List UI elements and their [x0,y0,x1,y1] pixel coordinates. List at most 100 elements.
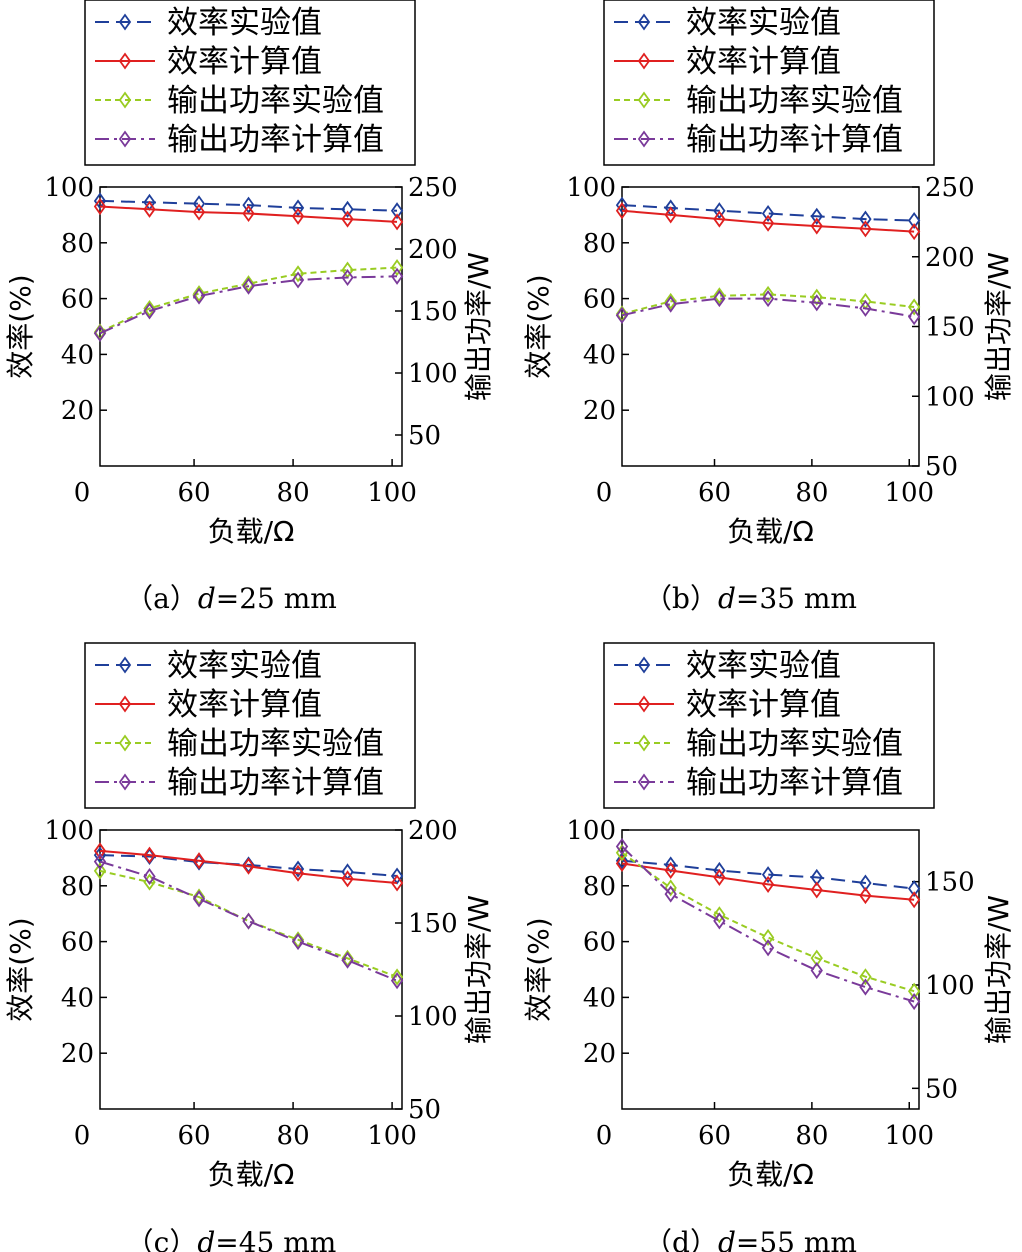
data-point [192,852,206,870]
data-point [390,867,404,885]
data-point [390,259,404,277]
legend-marker [118,695,132,713]
data-point [907,880,921,898]
data-point [713,287,726,305]
data-point [390,874,404,892]
legend-entry: 输出功率计算值 [686,765,903,801]
legend-entry: 输出功率实验值 [167,726,384,762]
y2-tick-label: 50 [408,1095,441,1125]
x-tick-label: 100 [367,1121,417,1151]
data-point [242,912,255,930]
series-2 [93,197,404,231]
data-point [192,203,206,221]
series-line [99,849,398,884]
y-tick-label: 20 [583,396,616,426]
data-point [242,857,255,875]
legend-entry: 输出功率计算值 [686,122,903,158]
legend-box [603,642,935,809]
data-point [907,211,921,230]
y2-tick-label: 150 [925,313,975,343]
data-point [907,298,921,316]
data-point [761,214,775,232]
x-tick-label: 80 [277,478,310,508]
series-4 [615,290,921,326]
x-origin-label: 0 [596,478,613,508]
data-point [291,199,305,217]
y-tick-label: 40 [583,340,616,370]
legend-marker [118,734,132,752]
y-tick-label: 60 [583,285,616,315]
legend-entry: 效率计算值 [686,44,841,80]
data-point [192,195,206,213]
y-axis-label: 效率(%) [522,274,555,378]
x-tick-label: 80 [795,478,828,508]
y2-tick-label: 150 [925,868,975,898]
y2-axis-label: 输出功率/W [462,252,495,401]
y-tick-label: 20 [583,1039,616,1069]
series-4 [93,267,404,342]
panel-caption: （c）d=45 mm [126,1226,337,1252]
y-tick-label: 80 [583,872,616,902]
data-point [93,197,107,216]
y-tick-label: 20 [61,396,94,426]
series-line [99,854,398,877]
data-point [713,906,726,924]
data-point [143,846,156,864]
data-point [143,867,156,886]
data-point [664,861,677,879]
data-point [664,879,677,897]
legend-entry: 效率计算值 [686,687,841,723]
legend-marker [637,734,651,752]
data-point [390,972,404,990]
data-point [390,267,404,285]
y2-tick-label: 250 [408,173,458,203]
caption-value: =35 mm [736,582,857,615]
series-line [621,851,915,993]
data-point [907,982,921,1000]
legend-marker [118,773,132,791]
legend-marker [118,13,132,31]
data-point [291,860,305,878]
series-2 [615,202,921,241]
y2-tick-label: 150 [408,909,458,939]
x-tick-label: 60 [178,1121,211,1151]
caption-value: =45 mm [215,1226,336,1252]
legend-entry: 效率计算值 [167,44,322,80]
data-point [341,949,354,967]
data-point [761,285,775,303]
caption-value: =25 mm [216,582,337,615]
y2-axis-label: 输出功率/W [982,895,1015,1044]
x-axis-label: 负载/Ω [727,515,814,548]
plot-frame [99,186,403,467]
y2-axis-label: 输出功率/W [982,252,1015,401]
legend-marker [637,656,651,674]
data-point [93,192,107,210]
data-point [859,299,872,317]
caption-prefix: （b） [644,582,718,615]
data-point [192,888,206,906]
x-tick-label: 80 [795,1121,828,1151]
data-point [615,306,629,324]
data-point [761,290,775,308]
y-tick-label: 60 [583,928,616,958]
legend-entry: 效率实验值 [167,5,322,41]
data-point [93,853,107,871]
legend-marker [637,695,651,713]
data-point [242,912,255,930]
caption-variable: d [198,582,216,615]
data-point [810,294,823,312]
plot-frame [99,829,403,1110]
y2-tick-label: 50 [408,421,441,451]
data-point [810,217,823,235]
y-tick-label: 100 [566,173,616,203]
data-point [390,968,404,986]
series-line [621,297,915,318]
data-point [713,912,726,930]
data-point [242,277,255,295]
y-axis-label: 效率(%) [4,917,37,1021]
data-point [664,295,677,313]
